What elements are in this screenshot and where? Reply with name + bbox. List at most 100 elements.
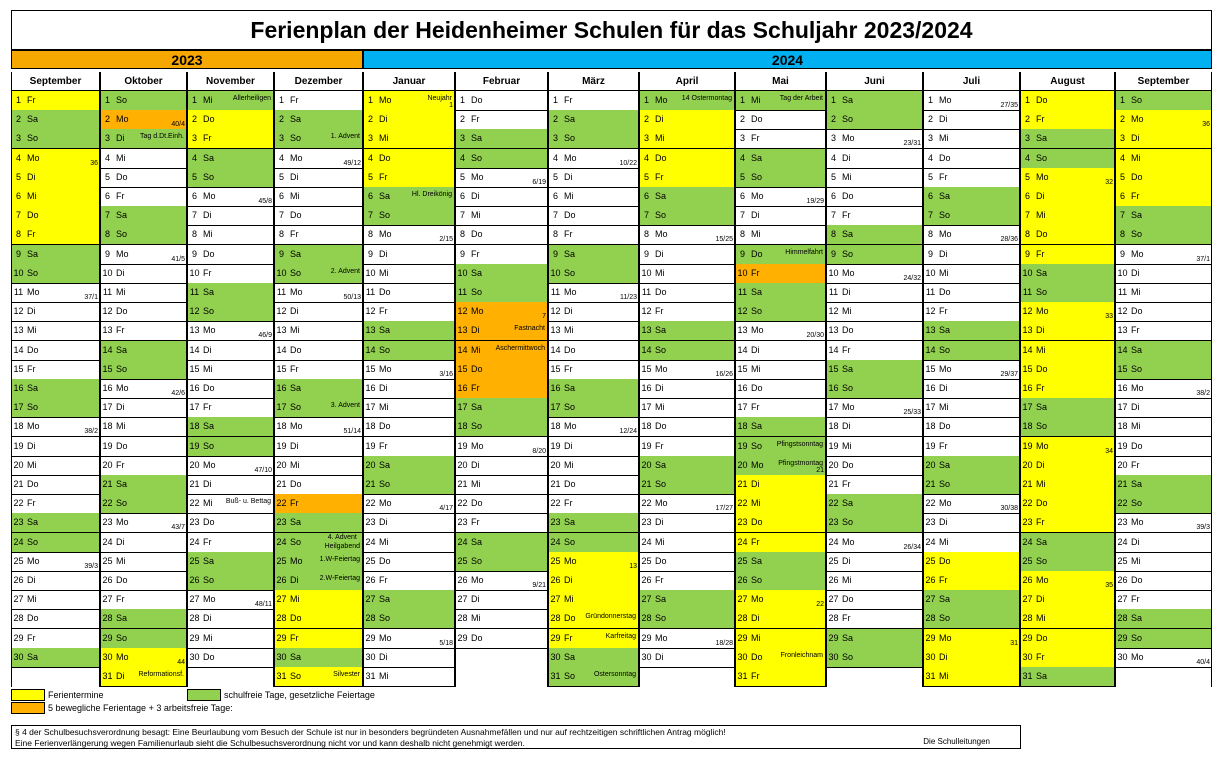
day-number: 20: [640, 455, 653, 475]
day-note: [1054, 398, 1114, 418]
weekday: Mo: [1034, 302, 1054, 322]
day-note: [221, 360, 273, 379]
day-note: [673, 571, 734, 590]
weekday: Mi: [1034, 340, 1054, 360]
weekday: Fr: [1034, 244, 1054, 264]
day-number: 14: [276, 344, 287, 355]
day-number: 9: [275, 244, 288, 264]
day-number: 20: [364, 455, 377, 475]
day-number: 20: [924, 455, 937, 475]
day-note: [769, 129, 825, 148]
day-row: 26 Fr: [640, 571, 734, 591]
day-number: 16: [1021, 379, 1034, 398]
legend-swatch-green: [187, 689, 221, 701]
month-column: November 1 Mi Allerheiligen 2 Do 3 Fr 4 Sa 5 So 6 Mo 4…: [187, 72, 274, 687]
month-header: Mai: [736, 72, 825, 91]
day-number: 22: [1116, 494, 1129, 514]
day-note: [221, 167, 273, 187]
day-row: 9 Di: [924, 245, 1019, 265]
day-note: [221, 475, 273, 494]
weekday: Mi: [203, 632, 213, 643]
day-note: [134, 283, 186, 302]
weekday: So: [114, 91, 134, 110]
weekday: Fr: [1034, 513, 1054, 533]
holiday-label: Reformationsf.: [138, 671, 184, 678]
day-note: [957, 340, 1019, 360]
day-row: 13 Do: [827, 321, 922, 342]
day-row: 29 Do: [1021, 628, 1114, 649]
day-number: 21: [364, 475, 377, 494]
day-number: 18: [13, 421, 24, 432]
weekday: Mo: [1034, 436, 1054, 456]
day-row: 26 Di: [549, 571, 638, 591]
day-row: 2 Di: [640, 110, 734, 131]
day-row: 19 Di: [549, 437, 638, 457]
weekday: Sa: [114, 340, 134, 360]
day-row: 27 Mo 48/11: [188, 590, 273, 611]
weekday: Mo: [564, 421, 577, 432]
day-row: 30 Di: [640, 648, 734, 668]
weekday: Di: [562, 571, 582, 590]
weekday: So: [25, 263, 45, 283]
day-row: 30 Mo 40/4: [1116, 648, 1211, 668]
day-note: [134, 340, 186, 360]
weekday: Di: [203, 344, 212, 355]
day-note: [308, 379, 362, 398]
day-note: [1054, 494, 1114, 514]
day-number: 25: [924, 551, 937, 571]
day-number: 12: [276, 306, 287, 317]
day-row: 22 So: [101, 494, 186, 515]
day-number: 1: [459, 95, 465, 105]
day-number: 13: [924, 321, 937, 341]
weekday: Mi: [562, 590, 582, 610]
day-number: 18: [641, 421, 652, 432]
day-note: [221, 110, 273, 130]
weekday: Di: [116, 267, 125, 278]
day-number: 29: [1116, 628, 1129, 648]
day-note: [489, 551, 547, 571]
day-row: 22 So: [1116, 494, 1211, 515]
day-number: 12: [828, 306, 839, 317]
day-note: [1149, 533, 1211, 552]
weekday: So: [114, 628, 134, 648]
weekday: So: [749, 571, 769, 590]
month-column: September 1 So 2 Mo 36 3 Di 4 Mi 5 Do 6 Fr 7 Sa 8 So 9 Mo 37…: [1115, 72, 1212, 687]
day-row: 12 Fr: [640, 302, 734, 323]
day-number: 25: [456, 551, 469, 571]
weekday: Sa: [653, 321, 673, 341]
week-number: 44: [177, 658, 185, 666]
weekday: Fr: [471, 517, 480, 528]
week-number: 46/9: [258, 332, 272, 340]
weekday: So: [840, 379, 860, 398]
weekday: Mo: [939, 498, 952, 509]
day-number: 5: [459, 171, 465, 182]
day-note: [860, 359, 922, 379]
day-note: [221, 148, 273, 168]
day-note: [860, 628, 922, 648]
day-note: [134, 91, 186, 110]
weekday: Mo: [116, 383, 129, 393]
weekday: Fr: [564, 498, 573, 509]
legend-swatch-yellow: [11, 689, 45, 701]
weekday: Di: [1034, 590, 1054, 610]
weekday: Di: [379, 383, 388, 393]
day-row: 15 Do: [456, 359, 547, 380]
day-note: [673, 552, 734, 571]
day-number: 18: [736, 417, 749, 437]
day-number: 26: [13, 575, 24, 585]
day-number: 18: [102, 421, 113, 432]
weekday: So: [840, 513, 860, 533]
day-number: 11: [276, 287, 287, 297]
day-number: 9: [1021, 244, 1034, 264]
weekday: Di: [116, 402, 125, 413]
day-number: 15: [1116, 359, 1129, 379]
day-row: 18 Sa: [188, 417, 273, 438]
day-note: Aschermittwoch: [489, 340, 547, 360]
day-note: [582, 263, 638, 283]
day-note: [489, 359, 547, 379]
day-number: 4: [830, 152, 836, 163]
weekday: Fr: [749, 667, 769, 686]
day-number: 20: [550, 459, 561, 470]
day-row: 8 Fr: [549, 225, 638, 246]
day-number: 16: [102, 383, 113, 393]
